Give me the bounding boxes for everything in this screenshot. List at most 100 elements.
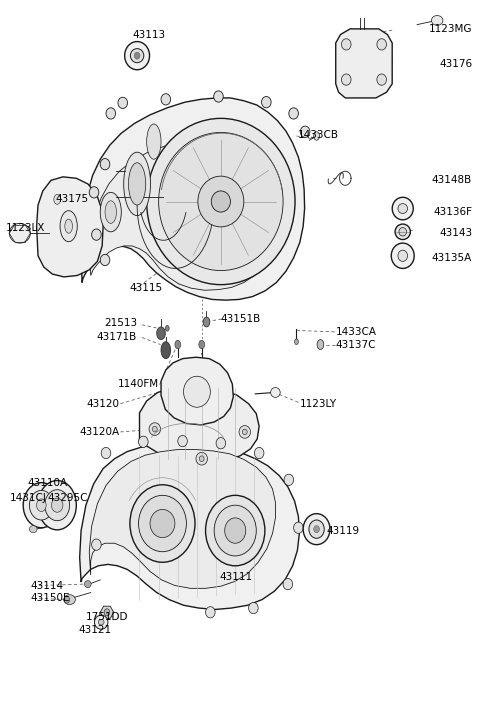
Text: 1123LY: 1123LY	[300, 399, 337, 409]
Polygon shape	[161, 357, 233, 425]
Text: 43137C: 43137C	[336, 340, 376, 349]
Ellipse shape	[309, 520, 324, 538]
Text: 1140FM: 1140FM	[118, 379, 158, 389]
Ellipse shape	[131, 49, 144, 63]
Ellipse shape	[271, 388, 280, 397]
Ellipse shape	[175, 340, 180, 349]
Ellipse shape	[130, 485, 195, 562]
Text: 43111: 43111	[220, 572, 253, 582]
Ellipse shape	[399, 227, 407, 236]
Ellipse shape	[284, 474, 294, 486]
Ellipse shape	[29, 491, 53, 520]
Ellipse shape	[129, 163, 146, 205]
Ellipse shape	[205, 496, 265, 566]
Ellipse shape	[139, 496, 186, 551]
Text: 1433CA: 1433CA	[336, 327, 377, 337]
Ellipse shape	[295, 339, 299, 345]
Ellipse shape	[150, 510, 175, 537]
Ellipse shape	[249, 602, 258, 614]
Text: 43115: 43115	[130, 283, 163, 293]
Text: 43119: 43119	[326, 525, 359, 536]
Ellipse shape	[64, 596, 70, 603]
Ellipse shape	[92, 229, 101, 240]
Ellipse shape	[105, 201, 117, 223]
Ellipse shape	[36, 499, 46, 512]
Ellipse shape	[9, 223, 30, 243]
Ellipse shape	[303, 514, 330, 544]
Ellipse shape	[161, 94, 170, 105]
Text: 43295C: 43295C	[48, 493, 88, 503]
Ellipse shape	[254, 448, 264, 459]
Ellipse shape	[203, 317, 210, 327]
Text: 43171B: 43171B	[97, 332, 137, 342]
Ellipse shape	[38, 481, 76, 530]
Ellipse shape	[314, 132, 320, 140]
Ellipse shape	[100, 159, 110, 170]
Text: 43150E: 43150E	[30, 593, 70, 603]
Ellipse shape	[398, 203, 408, 213]
Ellipse shape	[205, 606, 215, 618]
Text: 43113: 43113	[132, 30, 166, 40]
Ellipse shape	[149, 423, 160, 436]
Polygon shape	[80, 443, 300, 609]
Ellipse shape	[283, 578, 293, 590]
Text: 1123LX: 1123LX	[5, 222, 45, 232]
Ellipse shape	[341, 39, 351, 50]
Ellipse shape	[289, 108, 299, 119]
Ellipse shape	[60, 210, 77, 241]
Ellipse shape	[211, 191, 230, 212]
Ellipse shape	[398, 250, 408, 261]
Ellipse shape	[100, 254, 110, 265]
Ellipse shape	[199, 456, 204, 462]
Ellipse shape	[214, 505, 256, 556]
Ellipse shape	[242, 429, 247, 435]
Ellipse shape	[29, 526, 37, 532]
Ellipse shape	[101, 448, 111, 459]
Polygon shape	[336, 29, 392, 98]
Text: 43143: 43143	[439, 228, 472, 238]
Ellipse shape	[65, 219, 72, 233]
Ellipse shape	[51, 498, 63, 513]
Ellipse shape	[23, 483, 60, 528]
Polygon shape	[36, 176, 103, 277]
Text: 1433CB: 1433CB	[298, 130, 338, 140]
Ellipse shape	[341, 74, 351, 85]
Polygon shape	[81, 98, 305, 300]
Ellipse shape	[139, 436, 148, 448]
Text: 1123MG: 1123MG	[429, 24, 472, 34]
Ellipse shape	[64, 594, 75, 604]
Ellipse shape	[147, 124, 161, 160]
Text: 43148B: 43148B	[432, 175, 472, 186]
Ellipse shape	[300, 126, 310, 138]
Polygon shape	[100, 606, 114, 618]
Text: 43120A: 43120A	[79, 427, 120, 437]
Ellipse shape	[314, 526, 320, 532]
Ellipse shape	[153, 426, 157, 432]
Ellipse shape	[214, 91, 223, 102]
Text: 43121: 43121	[79, 625, 112, 635]
Ellipse shape	[118, 97, 128, 109]
Ellipse shape	[98, 619, 104, 625]
Ellipse shape	[147, 119, 295, 285]
Text: 1431CJ: 1431CJ	[10, 493, 47, 503]
Text: 43110A: 43110A	[27, 478, 68, 488]
Ellipse shape	[196, 453, 207, 465]
Ellipse shape	[161, 342, 170, 359]
Ellipse shape	[157, 327, 165, 340]
Ellipse shape	[377, 74, 386, 85]
Ellipse shape	[225, 518, 246, 543]
Text: 21513: 21513	[104, 318, 137, 328]
Ellipse shape	[198, 176, 244, 227]
Ellipse shape	[216, 438, 226, 449]
Ellipse shape	[125, 42, 150, 70]
Polygon shape	[90, 138, 283, 290]
Ellipse shape	[84, 580, 91, 587]
Ellipse shape	[395, 224, 410, 239]
Ellipse shape	[106, 108, 116, 119]
Text: 43176: 43176	[439, 59, 472, 69]
Ellipse shape	[45, 490, 70, 521]
Ellipse shape	[391, 243, 414, 268]
Polygon shape	[89, 450, 276, 588]
Ellipse shape	[392, 197, 413, 220]
Ellipse shape	[104, 609, 110, 616]
